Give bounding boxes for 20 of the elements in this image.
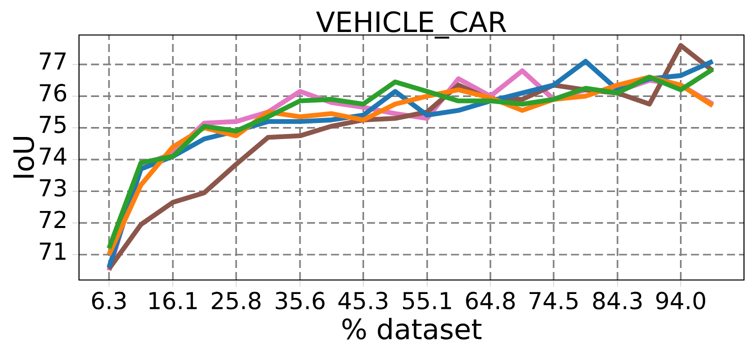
x-tick-label: 84.3	[593, 292, 642, 310]
y-tick-label: 71	[40, 242, 66, 260]
y-tick-label: 76	[40, 84, 66, 102]
x-tick-label: 6.3	[92, 292, 126, 310]
y-tick-label: 77	[40, 52, 66, 70]
x-tick-label: 94.0	[656, 292, 706, 310]
x-tick-label: 55.1	[402, 292, 451, 310]
chart-title: VEHICLE_CAR	[316, 11, 506, 39]
y-tick-label: 72	[40, 210, 66, 228]
x-tick-label: 25.8	[212, 292, 261, 310]
y-tick-label: 73	[40, 178, 66, 197]
x-tick-label: 64.8	[466, 292, 515, 310]
x-tick-label: 74.5	[530, 292, 578, 310]
y-axis-title: IoU	[13, 136, 34, 178]
x-tick-label: 16.1	[149, 292, 197, 310]
y-tick-label: 75	[40, 116, 66, 134]
y-tick-label: 74	[40, 148, 66, 165]
x-tick-label: 45.3	[338, 292, 388, 310]
x-axis-title: % dataset	[342, 318, 482, 340]
x-tick-label: 35.6	[276, 292, 325, 310]
